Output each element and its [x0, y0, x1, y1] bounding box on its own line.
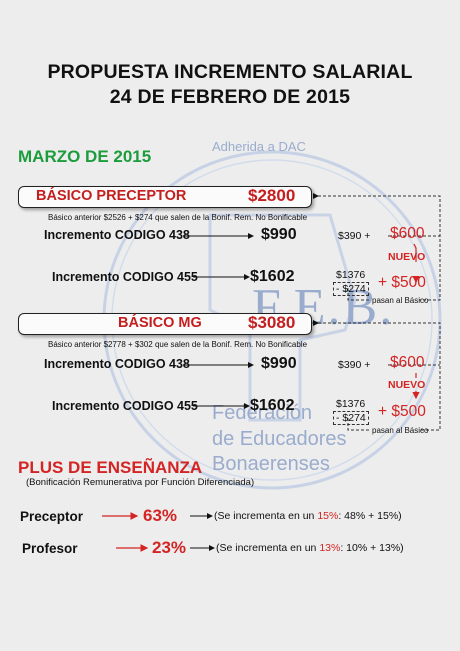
mg-438-new: $600: [390, 354, 425, 371]
basico-mg-value: $3080: [248, 313, 296, 332]
basico-preceptor-label: BÁSICO PRECEPTOR: [36, 188, 187, 204]
mg-pasan: pasan al Básico: [372, 426, 429, 435]
mg-455-label: Incremento CODIGO 455: [52, 399, 198, 413]
preceptor-455-value: $1602: [250, 268, 295, 285]
basico-mg-label: BÁSICO MG: [118, 315, 202, 331]
plus-title: PLUS DE ENSEÑANZA: [18, 458, 203, 477]
plus-subtitle: (Bonificación Remunerativa por Función D…: [26, 477, 255, 488]
watermark-name-1: Federación: [212, 402, 313, 424]
preceptor-note: Básico anterior $2526 + $274 que salen d…: [48, 213, 308, 222]
month-heading: MARZO DE 2015: [18, 147, 152, 166]
plus-row-profesor-label: Profesor: [22, 541, 78, 556]
mg-455-new: + $500: [378, 403, 426, 420]
preceptor-455-label: Incremento CODIGO 455: [52, 270, 198, 284]
preceptor-455-new: + $500: [378, 274, 426, 291]
plus-row-profesor-pct: 23%: [152, 538, 187, 557]
preceptor-438-value: $990: [261, 226, 297, 243]
preceptor-455-part2: - $274: [333, 282, 369, 296]
preceptor-pasan: pasan al Básico: [372, 296, 429, 305]
mg-455-value: $1602: [250, 397, 295, 414]
title-line-2: 24 DE FEBRERO DE 2015: [109, 86, 351, 108]
preceptor-455-part1: $1376: [336, 269, 366, 281]
watermark-adherida: Adherida a DAC: [212, 139, 306, 154]
mg-438-part: $390 +: [338, 359, 371, 371]
mg-note: Básico anterior $2778 + $302 que salen d…: [48, 340, 308, 349]
mg-438-value: $990: [261, 355, 297, 372]
mg-438-label: Incremento CODIGO 438: [44, 357, 190, 371]
preceptor-438-part: $390 +: [338, 230, 371, 242]
basico-preceptor-value: $2800: [248, 186, 296, 205]
mg-nuevo-label: NUEVO: [388, 379, 426, 391]
watermark-name-2: de Educadores: [212, 428, 347, 450]
plus-row-profesor-text: (Se incrementa en un 13%: 10% + 13%): [216, 542, 404, 554]
preceptor-nuevo-label: NUEVO: [388, 251, 426, 263]
plus-row-preceptor-pct: 63%: [143, 506, 178, 525]
title-line-1: PROPUESTA INCREMENTO SALARIAL: [47, 61, 413, 83]
basico-preceptor-box: [18, 186, 312, 208]
mg-455-part1: $1376: [336, 398, 366, 410]
preceptor-438-new: $600: [390, 225, 425, 242]
basico-mg-box: [18, 313, 312, 335]
preceptor-438-label: Incremento CODIGO 438: [44, 228, 190, 242]
mg-455-part2: - $274: [333, 411, 369, 425]
plus-row-preceptor-text: (Se incrementa en un 15%: 48% + 15%): [214, 510, 402, 522]
plus-row-preceptor-label: Preceptor: [20, 509, 84, 524]
watermark-name-3: Bonaerenses: [212, 453, 330, 475]
